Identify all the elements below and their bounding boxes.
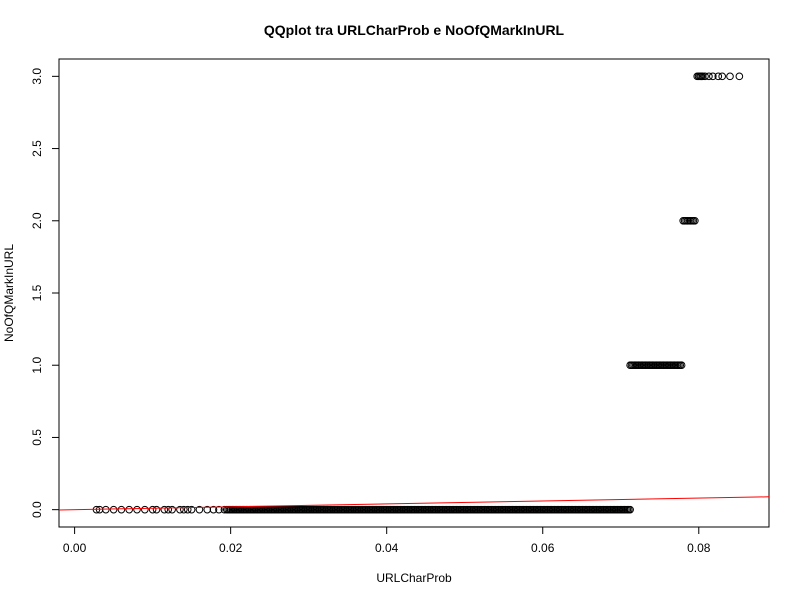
y-tick-label: 0.0 bbox=[30, 501, 44, 518]
x-tick-label: 0.06 bbox=[531, 541, 555, 555]
data-point bbox=[125, 505, 134, 514]
x-axis-label: URLCharProb bbox=[376, 571, 452, 585]
data-point bbox=[180, 505, 188, 514]
data-point bbox=[705, 72, 713, 81]
data-point bbox=[215, 505, 223, 514]
x-tick-label: 0.04 bbox=[375, 541, 399, 555]
data-point bbox=[735, 72, 744, 81]
x-tick-label: 0.08 bbox=[687, 541, 711, 555]
data-point bbox=[148, 505, 157, 514]
data-point bbox=[102, 505, 110, 514]
y-tick-label: 3.0 bbox=[30, 68, 44, 85]
data-point bbox=[714, 72, 723, 81]
data-point bbox=[709, 72, 717, 81]
data-point bbox=[187, 505, 196, 514]
data-point bbox=[726, 72, 734, 81]
y-tick-label: 2.5 bbox=[30, 140, 44, 157]
reference-line-layer bbox=[58, 496, 770, 511]
data-point bbox=[195, 505, 204, 514]
y-tick-label: 0.5 bbox=[30, 429, 44, 446]
x-tick-label: 0.00 bbox=[63, 541, 87, 555]
data-point bbox=[677, 361, 686, 370]
data-point bbox=[220, 505, 229, 514]
x-axis: 0.00 0.02 0.04 0.06 0.08 bbox=[63, 526, 711, 555]
y-tick-label: 2.0 bbox=[30, 212, 44, 229]
y-axis: 0.0 0.5 1.0 1.5 2.0 2.5 3.0 bbox=[30, 68, 60, 518]
data-point bbox=[152, 505, 161, 514]
y-axis-label: NoOfQMarkInURL bbox=[2, 244, 16, 342]
data-point bbox=[168, 505, 176, 514]
data-point bbox=[117, 505, 126, 514]
data-point bbox=[626, 505, 634, 514]
data-point bbox=[141, 505, 149, 514]
x-tick-label: 0.02 bbox=[219, 541, 243, 555]
data-point bbox=[691, 216, 699, 225]
reference-line bbox=[58, 496, 770, 511]
data-points bbox=[92, 72, 744, 514]
data-point bbox=[160, 505, 169, 514]
chart-title: QQplot tra URLCharProb e NoOfQMarkInURL bbox=[264, 22, 565, 38]
data-point bbox=[697, 72, 705, 81]
data-point bbox=[209, 505, 218, 514]
y-tick-label: 1.5 bbox=[30, 284, 44, 301]
plot-frame bbox=[58, 58, 770, 528]
data-point bbox=[164, 505, 173, 514]
data-point bbox=[701, 72, 709, 81]
y-tick-label: 1.0 bbox=[30, 357, 44, 374]
data-point bbox=[718, 72, 726, 81]
data-point bbox=[109, 505, 118, 514]
data-point bbox=[183, 505, 192, 514]
data-point bbox=[176, 505, 184, 514]
data-point bbox=[133, 505, 141, 514]
